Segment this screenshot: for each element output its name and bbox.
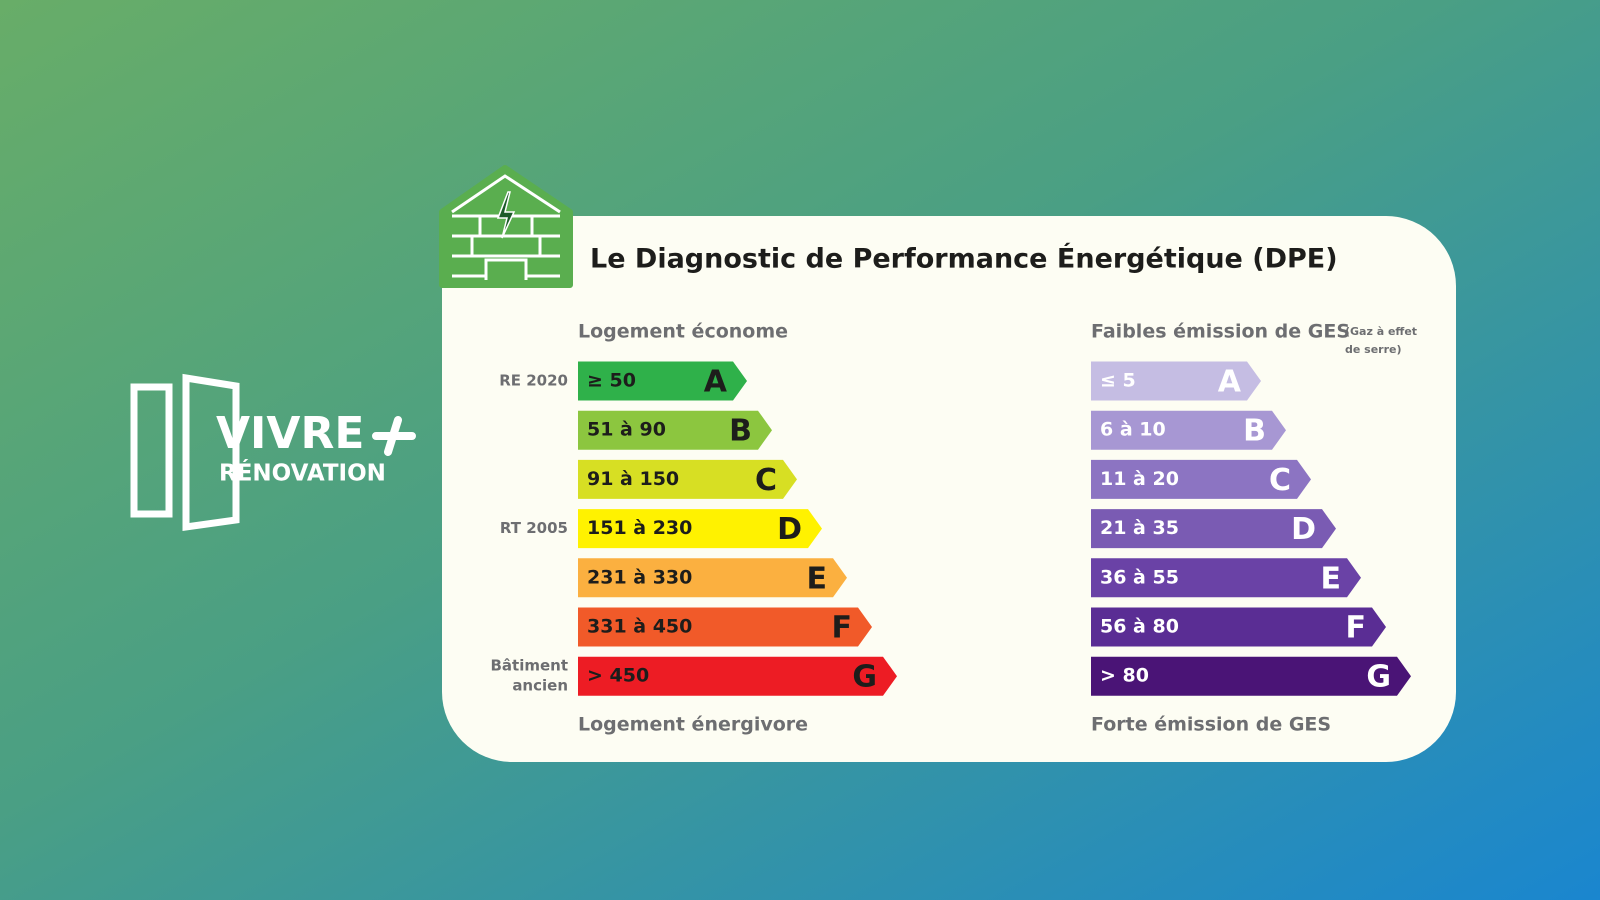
class-range: > 450	[587, 665, 649, 687]
class-range: 11 à 20	[1100, 468, 1179, 490]
class-bar	[578, 656, 897, 696]
ges-note: de serre)	[1345, 343, 1402, 356]
class-range: 91 à 150	[587, 468, 679, 490]
class-bar	[1091, 558, 1361, 598]
class-letter: A	[704, 365, 728, 400]
class-range: 51 à 90	[587, 419, 666, 441]
ges-note: (Gaz à effet	[1345, 325, 1417, 338]
class-letter: G	[1366, 660, 1391, 695]
class-range: > 80	[1100, 665, 1149, 687]
class-bar	[1091, 361, 1261, 401]
class-range: ≤ 5	[1100, 370, 1136, 392]
class-letter: E	[1321, 561, 1342, 596]
house-icon	[439, 165, 573, 288]
class-letter: B	[729, 414, 752, 449]
logo-line2: RÉNOVATION	[219, 459, 386, 487]
logo	[130, 373, 416, 532]
class-bar	[1091, 509, 1336, 549]
class-bar	[578, 459, 797, 499]
class-bar	[1091, 459, 1311, 499]
class-range: 36 à 55	[1100, 566, 1179, 588]
title: Le Diagnostic de Performance Énergétique…	[590, 243, 1338, 275]
bottom-label: Forte émission de GES	[1091, 714, 1331, 736]
class-bar	[578, 509, 822, 549]
class-bar	[1091, 410, 1286, 450]
class-range: 151 à 230	[587, 517, 692, 539]
logo-line1: VIVRE	[216, 408, 364, 459]
class-range: 231 à 330	[587, 566, 692, 588]
bottom-label: Logement énergivore	[578, 714, 808, 736]
class-bar	[1091, 656, 1411, 696]
class-letter: D	[777, 512, 802, 547]
top-label: Faibles émission de GES	[1091, 321, 1350, 343]
side-label: ancien	[512, 677, 568, 695]
class-bar	[578, 410, 772, 450]
class-range: 56 à 80	[1100, 616, 1179, 638]
class-letter: D	[1291, 512, 1316, 547]
top-label: Logement économe	[578, 321, 788, 343]
class-letter: C	[755, 463, 777, 498]
class-letter: B	[1243, 414, 1266, 449]
side-label: RE 2020	[499, 372, 568, 390]
class-bar	[578, 361, 747, 401]
class-letter: F	[832, 611, 853, 646]
class-letter: F	[1346, 611, 1367, 646]
class-range: ≥ 50	[587, 370, 636, 392]
class-letter: A	[1218, 365, 1242, 400]
class-bar	[1091, 607, 1386, 647]
side-label: RT 2005	[500, 519, 568, 537]
class-range: 21 à 35	[1100, 517, 1179, 539]
side-label: Bâtiment	[490, 657, 568, 675]
class-range: 6 à 10	[1100, 419, 1166, 441]
class-letter: E	[807, 561, 828, 596]
class-letter: C	[1269, 463, 1291, 498]
class-bar	[578, 607, 872, 647]
class-bar	[578, 558, 847, 598]
class-letter: G	[852, 660, 877, 695]
class-range: 331 à 450	[587, 616, 692, 638]
